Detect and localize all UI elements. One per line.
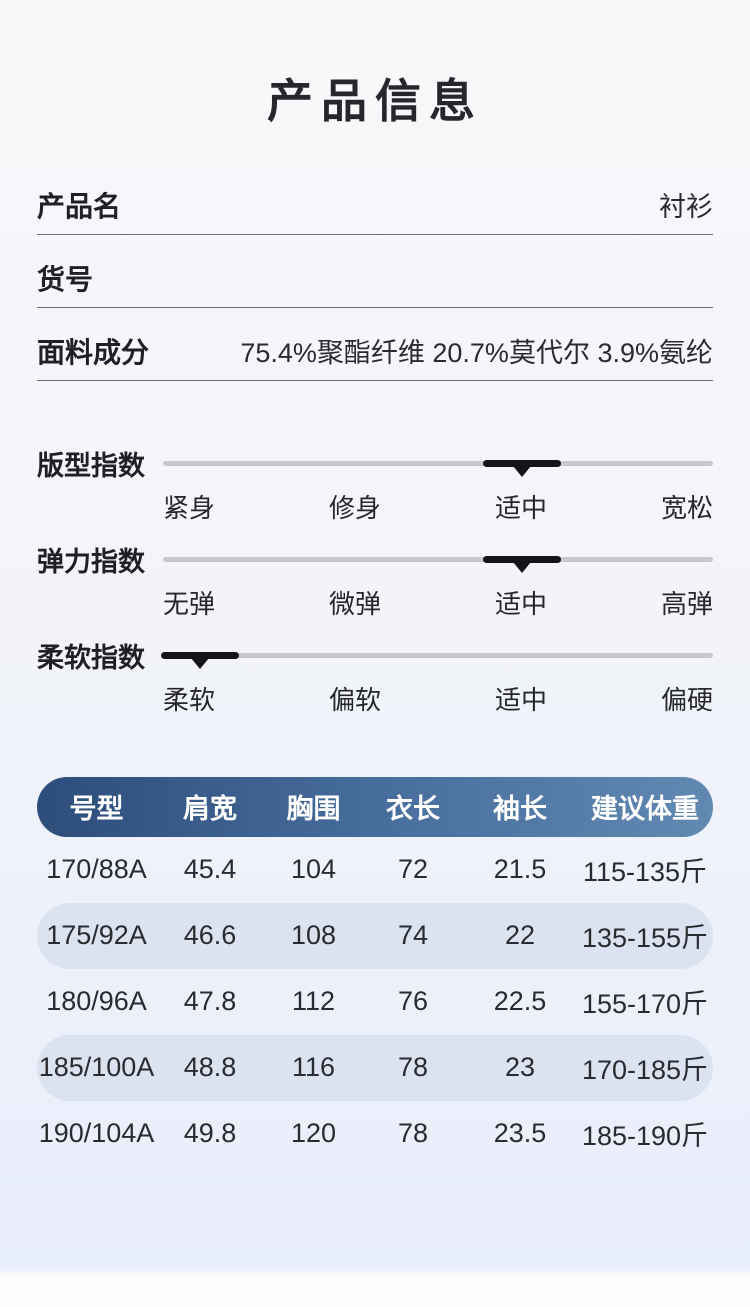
slider-stop-label: 适中 [494,588,547,619]
slider-stop-label: 柔软 [163,684,216,715]
slider-stop-label: 适中 [494,684,547,715]
table-cell: 49.8 [183,1118,237,1149]
table-row: 190/104A 49.8 120 78 23.5 185-190斤 [37,1101,713,1167]
slider-stop-labels: 无弹 微弹 适中 高弹 [163,587,713,621]
table-cell: 112 [291,986,336,1017]
slider-marker-pointer-icon [512,562,531,574]
slider-stop-label: 紧身 [163,492,216,523]
table-cell: 78 [397,1118,429,1149]
table-cell: 74 [397,920,429,951]
table-cell: 120 [290,1118,337,1149]
table-cell: 46.6 [183,920,237,951]
table-cell: 21.5 [493,854,547,885]
product-info-sheet: 产品信息 产品名 衬衫 货号 面料成分 75.4%聚酯纤维 20.7%莫代尔 3… [37,72,713,1167]
size-table-header: 号型 肩宽 胸围 衣长 袖长 建议体重 [37,776,713,837]
table-cell: 22.5 [493,986,547,1017]
slider-group-elasticity: 弹力指数 无弹 微弹 适中 高弹 [37,543,713,621]
field-row-fabric-composition: 面料成分 75.4%聚酯纤维 20.7%莫代尔 3.9%氨纶 [37,336,713,381]
slider-marker [482,556,561,574]
slider-marker [482,460,561,478]
table-cell: 72 [397,854,429,885]
slider-track [161,652,713,670]
table-cell: 135-155斤 [581,923,709,954]
field-label: 产品名 [37,190,122,222]
slider-stop-label: 微弹 [328,588,381,619]
table-cell: 104 [290,854,337,885]
header-cell: 袖长 [493,794,547,825]
slider-track [163,460,713,478]
header-cell: 胸围 [286,794,341,825]
table-cell: 108 [290,920,337,951]
table-row: 180/96A 47.8 112 76 22.5 155-170斤 [37,969,713,1035]
header-cell: 衣长 [386,794,440,825]
field-value: 75.4%聚酯纤维 20.7%莫代尔 3.9%氨纶 [240,337,713,368]
table-row: 175/92A 46.6 108 74 22 135-155斤 [37,902,713,969]
slider-stop-label: 高弹 [660,588,713,619]
table-cell: 116 [291,1052,336,1083]
table-cell: 185/100A [38,1052,155,1083]
field-label: 货号 [37,263,94,295]
field-label: 面料成分 [37,336,150,368]
table-cell: 170-185斤 [581,1055,709,1086]
slider-marker-pointer-icon [512,466,531,478]
index-sliders: 版型指数 紧身 修身 适中 宽松 弹力指数 [37,447,713,717]
table-cell: 76 [397,986,429,1017]
slider-stop-label: 偏硬 [660,684,713,715]
slider-label: 柔软指数 [37,643,145,674]
field-row-item-number: 货号 [37,263,713,308]
table-cell: 115-135斤 [582,857,708,888]
slider-group-softness: 柔软指数 柔软 偏软 适中 偏硬 [37,639,713,717]
slider-track [163,556,713,574]
product-fields: 产品名 衬衫 货号 面料成分 75.4%聚酯纤维 20.7%莫代尔 3.9%氨纶 [37,190,713,381]
table-cell: 23 [504,1052,536,1083]
size-table: 号型 肩宽 胸围 衣长 袖长 建议体重 170/88A 45.4 104 72 … [37,776,713,1167]
table-cell: 190/104A [38,1118,155,1149]
slider-stop-label: 偏软 [328,684,381,715]
table-cell: 78 [397,1052,429,1083]
table-cell: 48.8 [183,1052,237,1083]
slider-stop-label: 宽松 [660,492,713,523]
table-cell: 185-190斤 [581,1121,709,1152]
table-cell: 170/88A [46,854,147,885]
slider-stop-label: 无弹 [163,588,216,619]
table-cell: 23.5 [493,1118,547,1149]
field-value: 衬衫 [659,191,713,222]
header-cell: 号型 [69,794,124,825]
slider-marker-pointer-icon [191,658,209,670]
header-cell: 肩宽 [183,794,237,825]
table-row: 185/100A 48.8 116 78 23 170-185斤 [37,1034,713,1101]
slider-label: 版型指数 [37,451,145,482]
slider-stop-label: 适中 [494,492,547,523]
table-cell: 47.8 [183,986,237,1017]
slider-group-fit: 版型指数 紧身 修身 适中 宽松 [37,447,713,525]
table-cell: 175/92A [46,920,147,951]
slider-stop-labels: 柔软 偏软 适中 偏硬 [163,683,713,717]
table-row: 170/88A 45.4 104 72 21.5 115-135斤 [37,837,713,903]
field-row-product-name: 产品名 衬衫 [37,190,713,235]
page-title: 产品信息 [267,75,483,127]
table-cell: 45.4 [183,854,237,885]
table-cell: 22 [504,920,536,951]
slider-label: 弹力指数 [37,547,145,578]
header-cell: 建议体重 [591,794,699,825]
table-cell: 155-170斤 [581,989,709,1020]
slider-stop-labels: 紧身 修身 适中 宽松 [163,491,713,525]
table-cell: 180/96A [46,986,147,1017]
slider-stop-label: 修身 [328,492,381,523]
slider-marker [161,652,239,670]
